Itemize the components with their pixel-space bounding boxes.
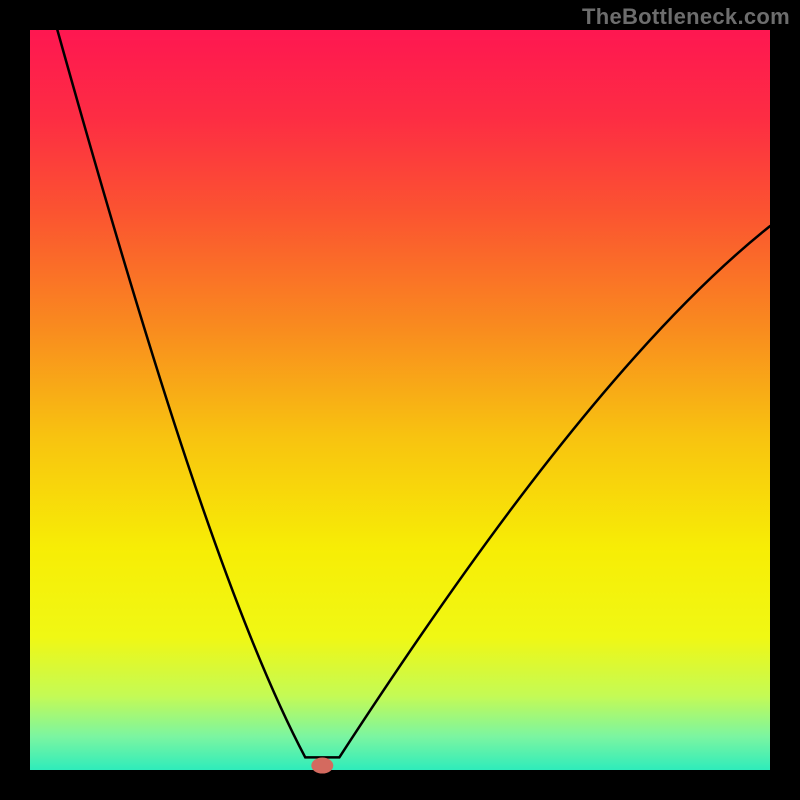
plot-background [30,30,770,770]
optimum-marker [311,758,333,774]
watermark-text: TheBottleneck.com [582,4,790,30]
bottleneck-chart: TheBottleneck.com [0,0,800,800]
chart-svg [0,0,800,800]
